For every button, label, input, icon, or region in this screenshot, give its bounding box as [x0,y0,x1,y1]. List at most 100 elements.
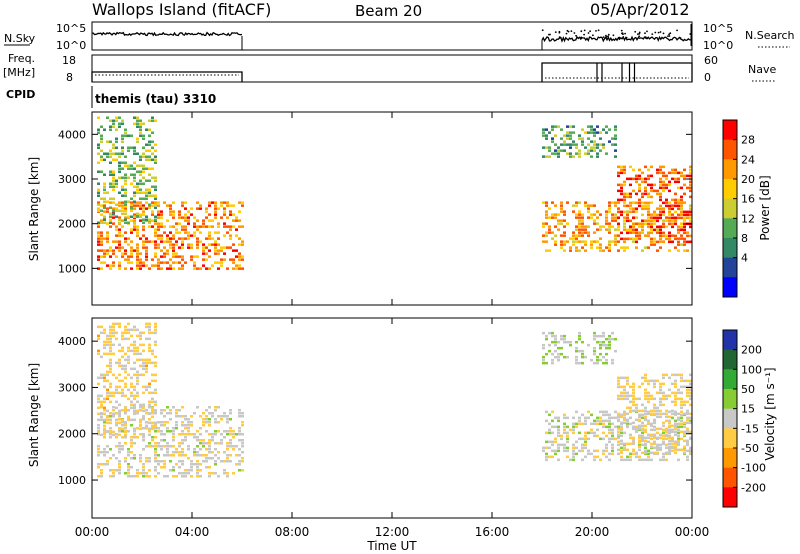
echo-cell [644,409,647,413]
echo-cell [557,155,560,158]
echo-cell [578,416,581,420]
echo-cell [656,427,659,431]
echo-cell [112,197,115,200]
echo-cell [629,436,632,440]
echo-cell [596,428,599,432]
echo-cell [121,219,124,222]
echo-cell [623,412,626,416]
echo-cell [635,397,638,401]
echo-cell [644,424,647,428]
noise-search-dot [646,37,649,39]
echo-cell [151,225,154,228]
echo-cell [689,189,692,193]
echo-cell [632,207,635,211]
echo-cell [214,472,217,475]
echo-cell [214,240,217,243]
echo-cell [190,469,193,472]
echo-cell [109,128,112,131]
echo-cell [620,183,623,187]
echo-cell [629,231,632,234]
echo-cell [557,222,560,225]
echo-cell [136,252,139,255]
echo-cell [208,457,211,460]
echo-cell [623,385,626,389]
echo-cell [157,267,160,270]
echo-cell [238,433,241,436]
echo-cell [575,446,578,450]
echo-cell [109,367,112,371]
echo-cell [632,189,635,193]
echo-cell [193,433,196,436]
echo-cell [148,134,151,137]
echo-cell [683,400,686,404]
echo-cell [145,215,148,218]
echo-cell [656,192,659,196]
echo-cell [617,222,620,226]
freq-label-2: [MHz] [3,66,35,79]
echo-cell [572,131,575,134]
echo-cell [677,448,680,452]
echo-cell [581,137,584,140]
freq-right-tick-bottom: 0 [704,71,711,84]
echo-cell [680,403,683,407]
echo-cell [217,207,220,210]
echo-cell [148,403,151,407]
echo-cell [133,352,136,356]
echo-cell [166,249,169,252]
echo-cell [181,216,184,219]
echo-cell [100,155,103,158]
echo-cell [238,219,241,222]
echo-cell [181,472,184,475]
echo-cell [130,376,133,380]
echo-cell [160,267,163,270]
echo-cell [680,234,683,237]
echo-cell [214,463,217,466]
echo-cell [671,198,674,202]
echo-cell [118,412,121,416]
echo-cell [136,137,139,140]
echo-cell [680,422,683,426]
echo-cell [563,234,566,237]
echo-cell [136,140,139,143]
echo-cell [653,210,656,214]
echo-cell [181,415,184,418]
echo-cell [175,240,178,243]
echo-cell [641,436,644,440]
echo-cell [106,222,109,225]
echo-cell [166,421,169,424]
echo-cell [154,391,157,395]
echo-cell [641,413,644,417]
echo-cell [145,367,148,371]
echo-cell [638,434,641,438]
echo-cell [154,185,157,188]
echo-cell [668,213,671,216]
echo-cell [611,443,614,447]
echo-cell [217,421,220,424]
echo-cell [148,203,151,206]
colorbar-segment [723,159,737,180]
echo-cell [581,128,584,131]
echo-cell [668,234,671,238]
echo-cell [106,252,109,255]
echo-cell [97,237,100,240]
echo-cell [241,457,244,460]
echo-cell [148,475,151,478]
echo-cell [632,225,635,228]
echo-cell [205,207,208,210]
x-tick-label: 00:00 [75,525,110,539]
echo-cell [118,167,121,170]
echo-cell [641,222,644,226]
echo-cell [647,410,650,414]
date-title: 05/Apr/2012 [590,0,690,19]
echo-cell [560,240,563,243]
echo-cell [112,264,115,267]
echo-cell [635,418,638,422]
echo-cell [118,403,121,407]
echo-cell [154,409,157,413]
echo-cell [668,430,671,434]
echo-cell [127,167,130,170]
echo-cell [181,237,184,240]
echo-cell [626,177,629,181]
echo-cell [563,355,566,359]
echo-cell [208,255,211,258]
